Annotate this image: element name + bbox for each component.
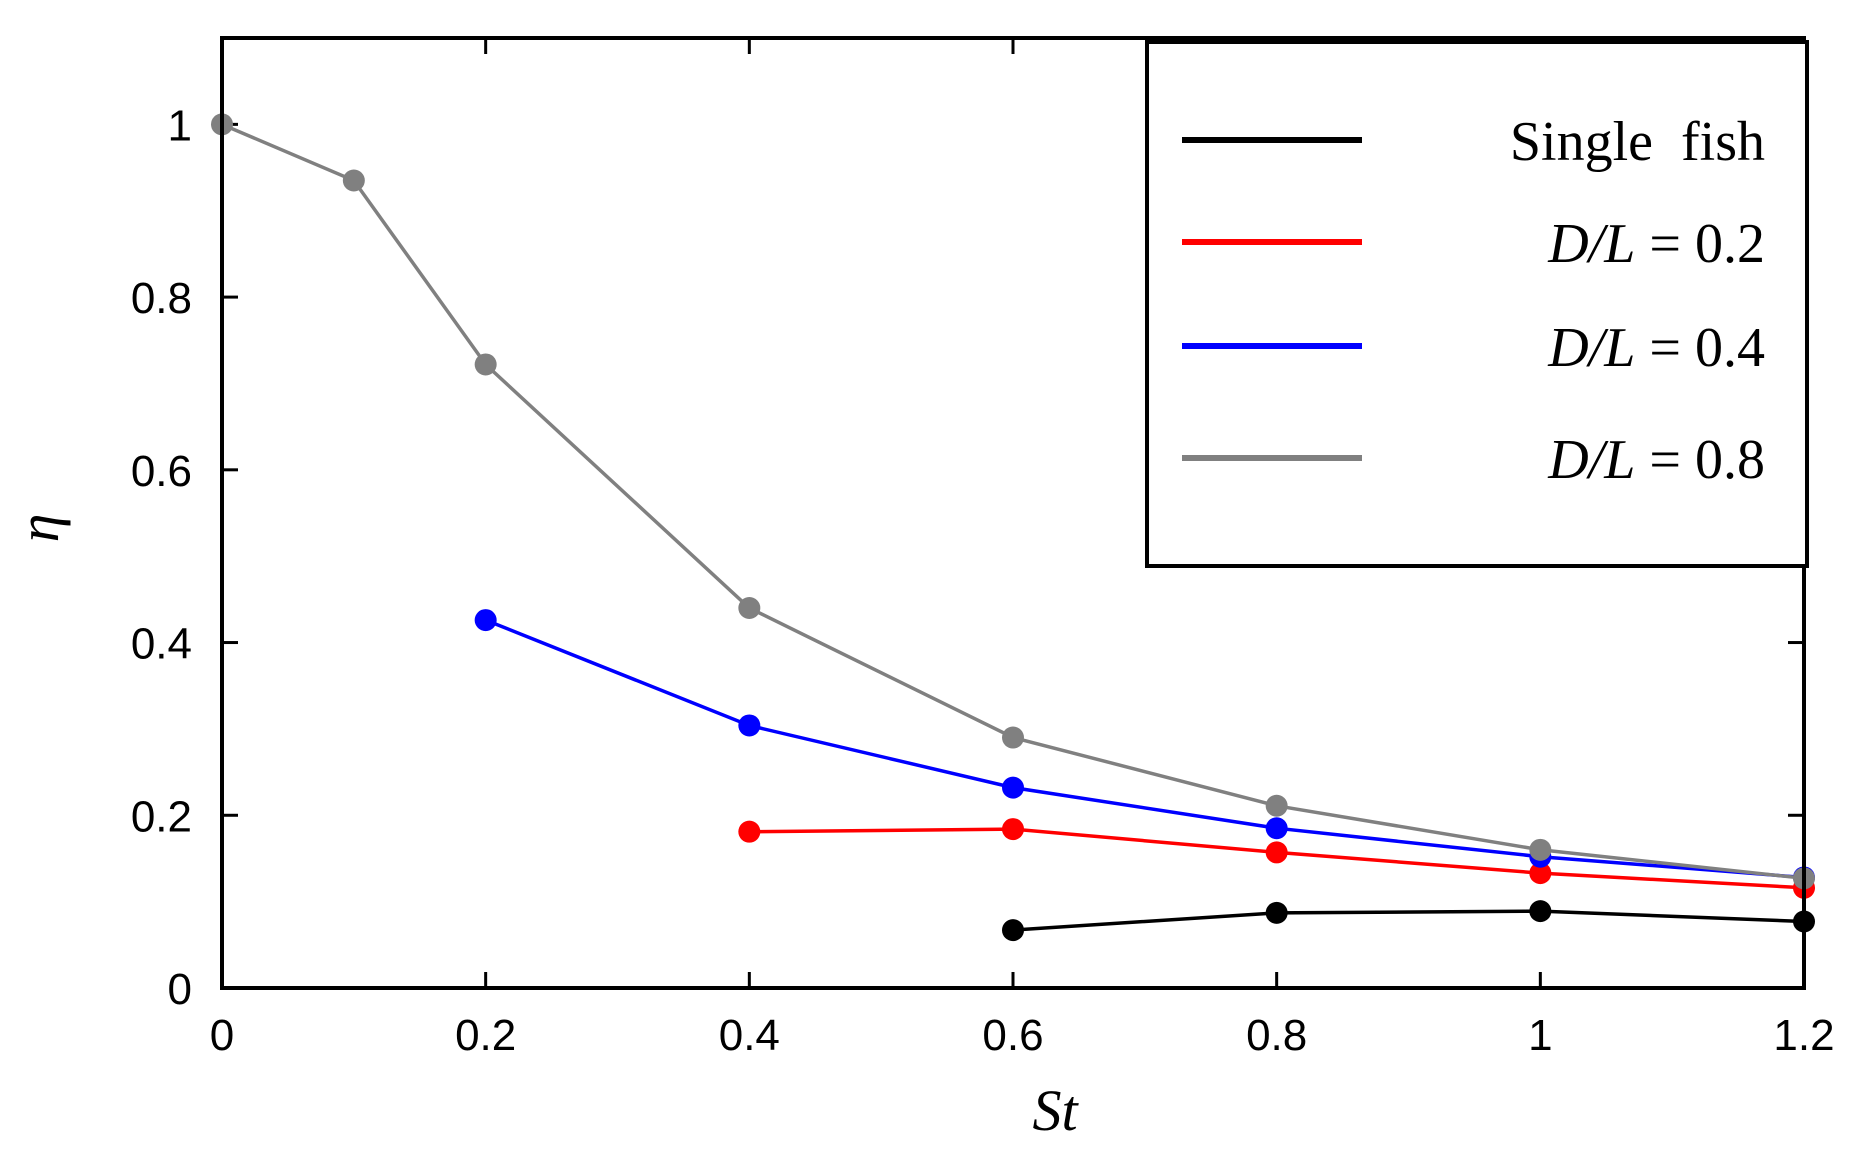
series-layer: [211, 113, 1815, 942]
x-tick-label: 1: [1528, 1011, 1552, 1060]
data-point: [1265, 794, 1288, 817]
data-point: [342, 169, 365, 192]
x-tick-label: 0.2: [455, 1011, 516, 1060]
series-line: [485, 618, 1805, 880]
series-group: [211, 113, 1815, 890]
tick-labels: 0 0.2 0.4 0.6 0.8 1 1.2 0 0.2 0.4 0.6 0.8 1: [131, 101, 1835, 1060]
legend-label: D/L = 0.2: [1547, 213, 1765, 275]
data-point: [1529, 900, 1552, 923]
x-tick-label: 0.4: [719, 1011, 780, 1060]
data-point: [738, 597, 761, 619]
data-point: [1002, 776, 1024, 799]
data-point: [1002, 818, 1024, 841]
legend-label: D/L = 0.8: [1547, 429, 1765, 491]
y-tick-label: 0.2: [131, 792, 192, 841]
data-point: [738, 714, 761, 737]
series-group: [474, 609, 1815, 889]
legend-label: Single fish: [1510, 111, 1765, 173]
x-tick-label: 0.8: [1246, 1011, 1307, 1060]
series-group: [738, 818, 1815, 899]
data-point: [1529, 862, 1552, 885]
y-tick-label: 0.8: [131, 274, 192, 323]
data-point: [474, 609, 497, 632]
data-point: [1002, 726, 1024, 749]
y-tick-label: 0.6: [131, 447, 192, 496]
data-point: [1265, 841, 1288, 864]
data-point: [1002, 919, 1024, 942]
data-point: [474, 353, 497, 376]
y-tick-label: 1: [168, 101, 192, 150]
data-point: [738, 820, 761, 843]
data-point: [1529, 838, 1552, 861]
y-tick-label: 0: [168, 965, 192, 1014]
x-tick-label: 0.6: [982, 1011, 1043, 1060]
y-tick-label: 0.4: [131, 620, 192, 669]
series-group: [1002, 900, 1815, 942]
series-line: [221, 122, 1805, 881]
y-axis-label: η: [6, 514, 71, 543]
legend: Single fish D/L = 0.2 D/L = 0.4 D/L = 0.8: [1145, 40, 1809, 568]
legend-box: [1145, 40, 1809, 568]
data-point: [1265, 901, 1288, 924]
series-line: [1012, 909, 1805, 932]
x-tick-label: 0: [210, 1011, 234, 1060]
x-axis-label: St: [1032, 1078, 1079, 1143]
data-point: [1265, 817, 1288, 840]
legend-label: D/L = 0.4: [1547, 317, 1765, 379]
x-tick-label: 1.2: [1773, 1011, 1834, 1060]
